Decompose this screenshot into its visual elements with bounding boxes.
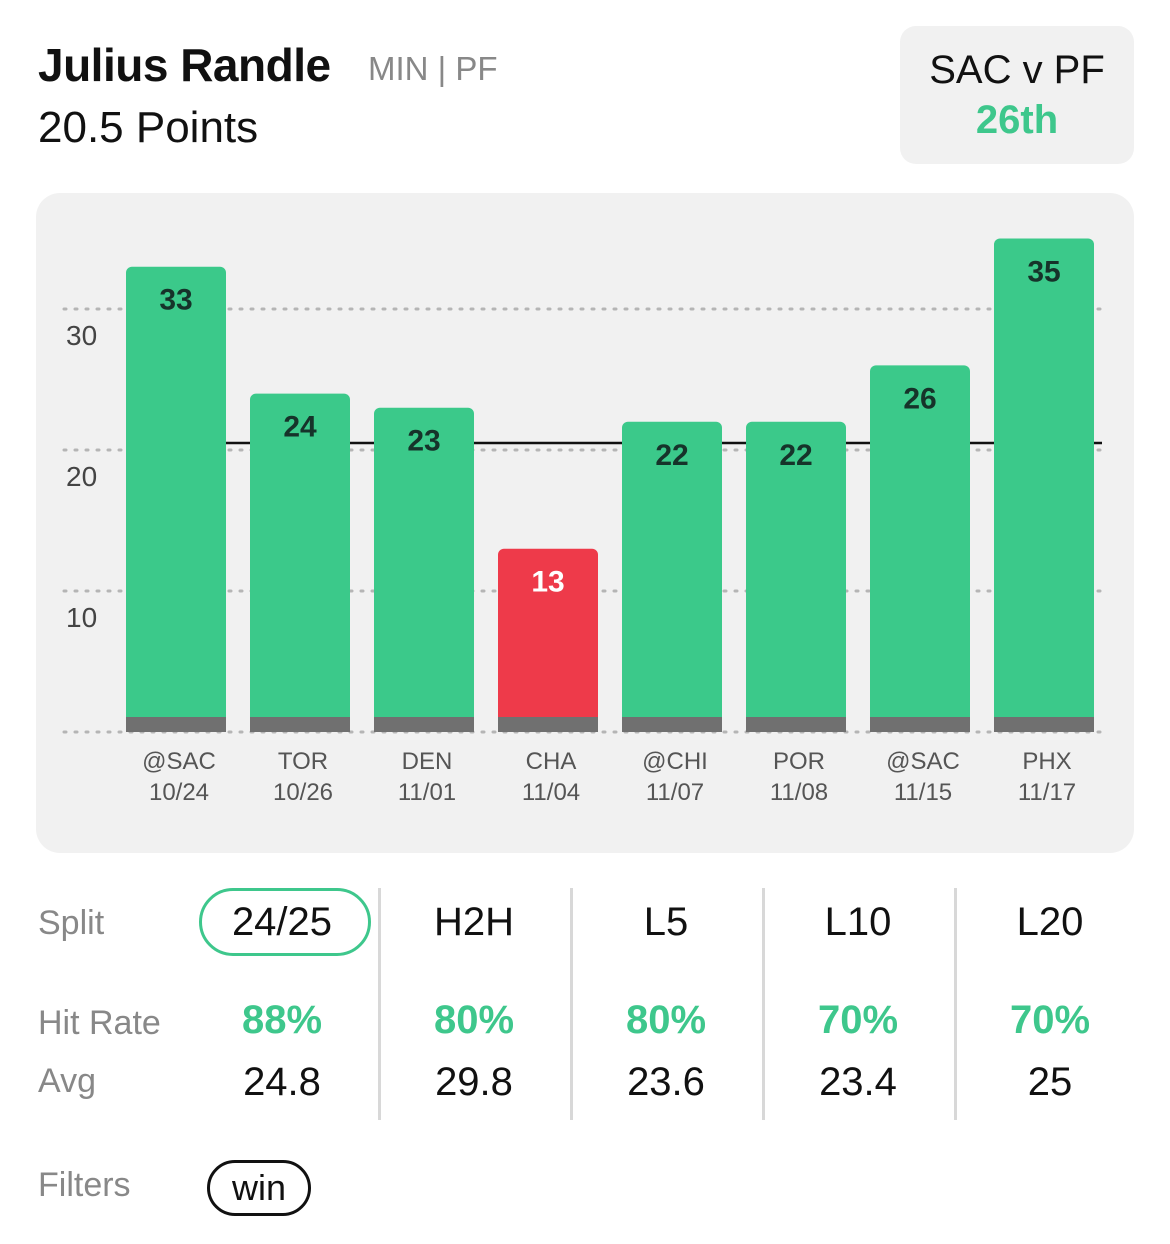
bar-value-label: 23 — [407, 425, 440, 458]
bar-value-label: 35 — [1027, 256, 1060, 289]
split-avg: 23.6 — [627, 1060, 705, 1104]
x-tick-opponent: POR — [773, 748, 825, 775]
bar-value-label: 33 — [159, 284, 192, 317]
bar-base — [126, 717, 226, 732]
x-tick-opponent: @SAC — [886, 748, 960, 775]
prop-line: 20.5 Points — [38, 103, 259, 152]
matchup-label: SAC v PF — [929, 48, 1105, 92]
bar-base — [994, 717, 1094, 732]
bar-base — [374, 717, 474, 732]
x-tick-opponent: CHA — [526, 748, 577, 775]
column-divider — [762, 888, 765, 1120]
split-hit-rate: 80% — [625, 998, 707, 1042]
bar — [126, 266, 226, 732]
bar-value-label: 22 — [779, 439, 812, 472]
x-tick-opponent: @SAC — [142, 748, 216, 775]
bar — [994, 238, 1094, 732]
x-tick-date: 11/04 — [522, 779, 580, 806]
bar-value-label: 26 — [903, 382, 936, 415]
y-tick-label: 10 — [66, 602, 97, 633]
x-tick-date: 11/01 — [398, 779, 456, 806]
split-name: L10 — [824, 900, 892, 944]
split-name: 24/25 — [231, 900, 333, 944]
bar-value-label: 13 — [531, 566, 564, 599]
x-tick-date: 11/15 — [894, 779, 952, 806]
bar-base — [250, 717, 350, 732]
split-avg: 25 — [1027, 1060, 1073, 1104]
bar — [498, 548, 598, 732]
matchup-badge[interactable]: SAC v PF 26th — [900, 26, 1134, 164]
split-row-label: Split — [38, 904, 105, 942]
bar — [870, 365, 970, 732]
game-log-chart-card: 10 20 30 33 @SAC 10/24 24 TOR 10/26 23 DEN 11/01 13 C… — [36, 193, 1134, 853]
bar-base — [498, 717, 598, 732]
bar-base — [870, 717, 970, 732]
hit-rate-row-label: Hit Rate — [38, 1004, 161, 1042]
column-divider — [378, 888, 381, 1120]
filter-chip-win[interactable]: win — [207, 1160, 311, 1216]
split-name: L20 — [1016, 900, 1084, 944]
bar — [746, 421, 846, 732]
bar-value-label: 24 — [283, 411, 317, 444]
bar — [374, 407, 474, 732]
player-name: Julius Randle — [38, 39, 331, 91]
bar — [250, 393, 350, 732]
column-divider — [570, 888, 573, 1120]
filters-label: Filters — [38, 1166, 131, 1204]
bar-value-label: 22 — [655, 439, 688, 472]
split-avg: 24.8 — [243, 1060, 321, 1104]
avg-row-label: Avg — [38, 1062, 96, 1100]
y-tick-label: 30 — [66, 320, 97, 351]
split-name: L5 — [643, 900, 689, 944]
bar-base — [622, 717, 722, 732]
x-tick-date: 10/26 — [273, 779, 333, 806]
x-tick-date: 11/07 — [646, 779, 704, 806]
x-tick-date: 10/24 — [149, 779, 209, 806]
split-name: H2H — [433, 900, 515, 944]
player-team-position: MIN | PF — [368, 50, 498, 87]
x-tick-date: 11/17 — [1018, 779, 1076, 806]
split-hit-rate: 88% — [241, 998, 323, 1042]
matchup-rank: 26th — [975, 98, 1059, 142]
bar — [622, 421, 722, 732]
bar-base — [746, 717, 846, 732]
x-tick-date: 11/08 — [770, 779, 828, 806]
column-divider — [954, 888, 957, 1120]
x-tick-opponent: PHX — [1022, 748, 1071, 775]
x-tick-opponent: @CHI — [642, 748, 708, 775]
split-hit-rate: 70% — [817, 998, 899, 1042]
game-log-bar-chart: 10 20 30 33 @SAC 10/24 24 TOR 10/26 23 DEN 11/01 13 C… — [62, 238, 1104, 806]
split-hit-rate: 80% — [433, 998, 515, 1042]
split-hit-rate: 70% — [1009, 998, 1091, 1042]
y-tick-label: 20 — [66, 461, 97, 492]
x-tick-opponent: DEN — [402, 748, 453, 775]
split-avg: 29.8 — [435, 1060, 513, 1104]
split-avg: 23.4 — [819, 1060, 897, 1104]
active-split-indicator — [199, 888, 371, 956]
x-tick-opponent: TOR — [278, 748, 328, 775]
